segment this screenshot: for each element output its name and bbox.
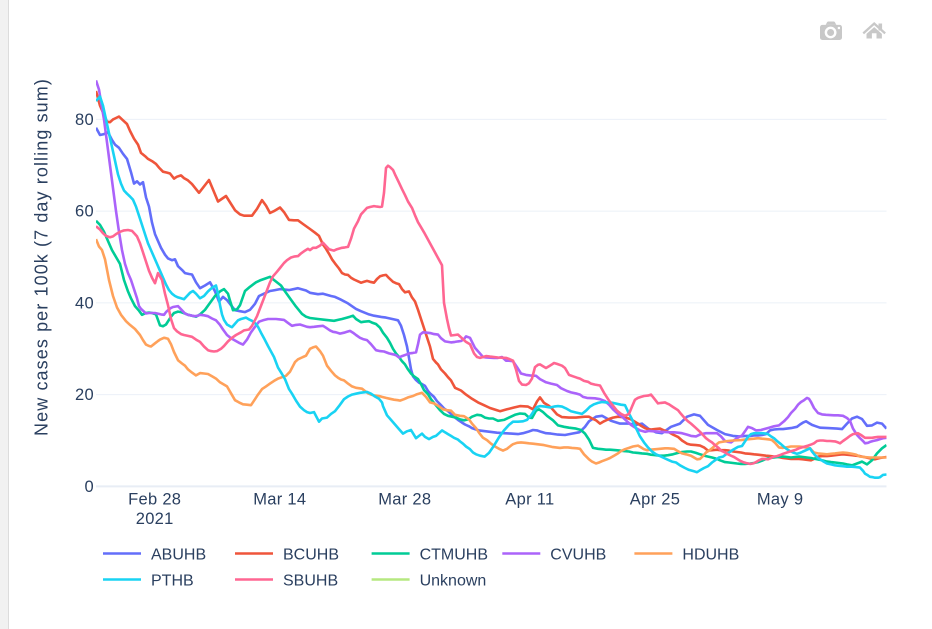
svg-text:CTMUHB: CTMUHB <box>420 547 488 564</box>
svg-text:HDUHB: HDUHB <box>682 547 739 564</box>
svg-text:Mar 14: Mar 14 <box>253 491 306 509</box>
svg-text:0: 0 <box>85 478 94 496</box>
svg-text:Unknown: Unknown <box>420 573 487 590</box>
svg-text:PTHB: PTHB <box>151 573 194 590</box>
svg-text:2021: 2021 <box>136 510 174 528</box>
svg-text:May 9: May 9 <box>757 491 803 509</box>
svg-text:80: 80 <box>75 111 94 129</box>
svg-text:New cases per 100k (7 day roll: New cases per 100k (7 day rolling sum) <box>32 78 52 436</box>
svg-text:Apr 11: Apr 11 <box>505 491 554 509</box>
svg-text:40: 40 <box>75 294 94 312</box>
svg-text:ABUHB: ABUHB <box>151 547 206 564</box>
svg-text:SBUHB: SBUHB <box>283 573 338 590</box>
svg-text:BCUHB: BCUHB <box>283 547 339 564</box>
svg-text:60: 60 <box>75 203 94 221</box>
svg-text:CVUHB: CVUHB <box>550 547 606 564</box>
svg-text:Feb 28: Feb 28 <box>128 491 181 509</box>
svg-text:Mar 28: Mar 28 <box>378 491 431 509</box>
svg-text:20: 20 <box>75 386 94 404</box>
svg-text:Apr 25: Apr 25 <box>630 491 680 509</box>
